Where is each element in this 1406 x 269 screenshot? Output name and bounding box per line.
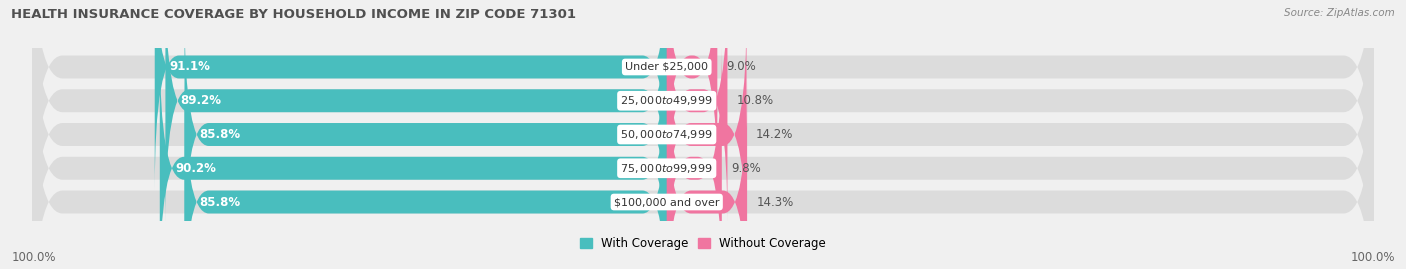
Text: $100,000 and over: $100,000 and over: [614, 197, 720, 207]
Text: Under $25,000: Under $25,000: [626, 62, 709, 72]
Text: 90.2%: 90.2%: [174, 162, 215, 175]
FancyBboxPatch shape: [32, 45, 1374, 269]
Text: $75,000 to $99,999: $75,000 to $99,999: [620, 162, 713, 175]
FancyBboxPatch shape: [184, 11, 666, 258]
Text: 85.8%: 85.8%: [200, 196, 240, 208]
FancyBboxPatch shape: [666, 0, 717, 190]
FancyBboxPatch shape: [155, 0, 666, 190]
Text: 91.1%: 91.1%: [170, 61, 211, 73]
Text: 10.8%: 10.8%: [737, 94, 773, 107]
FancyBboxPatch shape: [160, 45, 666, 269]
Text: 9.0%: 9.0%: [727, 61, 756, 73]
FancyBboxPatch shape: [666, 11, 747, 258]
Text: HEALTH INSURANCE COVERAGE BY HOUSEHOLD INCOME IN ZIP CODE 71301: HEALTH INSURANCE COVERAGE BY HOUSEHOLD I…: [11, 8, 576, 21]
Text: $25,000 to $49,999: $25,000 to $49,999: [620, 94, 713, 107]
Text: 89.2%: 89.2%: [180, 94, 222, 107]
FancyBboxPatch shape: [184, 79, 666, 269]
FancyBboxPatch shape: [166, 0, 666, 224]
FancyBboxPatch shape: [32, 0, 1374, 258]
FancyBboxPatch shape: [666, 79, 747, 269]
Text: 9.8%: 9.8%: [731, 162, 761, 175]
Text: 100.0%: 100.0%: [11, 251, 56, 264]
FancyBboxPatch shape: [666, 0, 727, 224]
Legend: With Coverage, Without Coverage: With Coverage, Without Coverage: [578, 235, 828, 253]
Text: Source: ZipAtlas.com: Source: ZipAtlas.com: [1284, 8, 1395, 18]
FancyBboxPatch shape: [32, 0, 1374, 269]
Text: 14.3%: 14.3%: [756, 196, 793, 208]
FancyBboxPatch shape: [32, 0, 1374, 224]
FancyBboxPatch shape: [32, 11, 1374, 269]
Text: 85.8%: 85.8%: [200, 128, 240, 141]
Text: 14.2%: 14.2%: [755, 128, 793, 141]
Text: 100.0%: 100.0%: [1350, 251, 1395, 264]
FancyBboxPatch shape: [666, 45, 721, 269]
Text: $50,000 to $74,999: $50,000 to $74,999: [620, 128, 713, 141]
